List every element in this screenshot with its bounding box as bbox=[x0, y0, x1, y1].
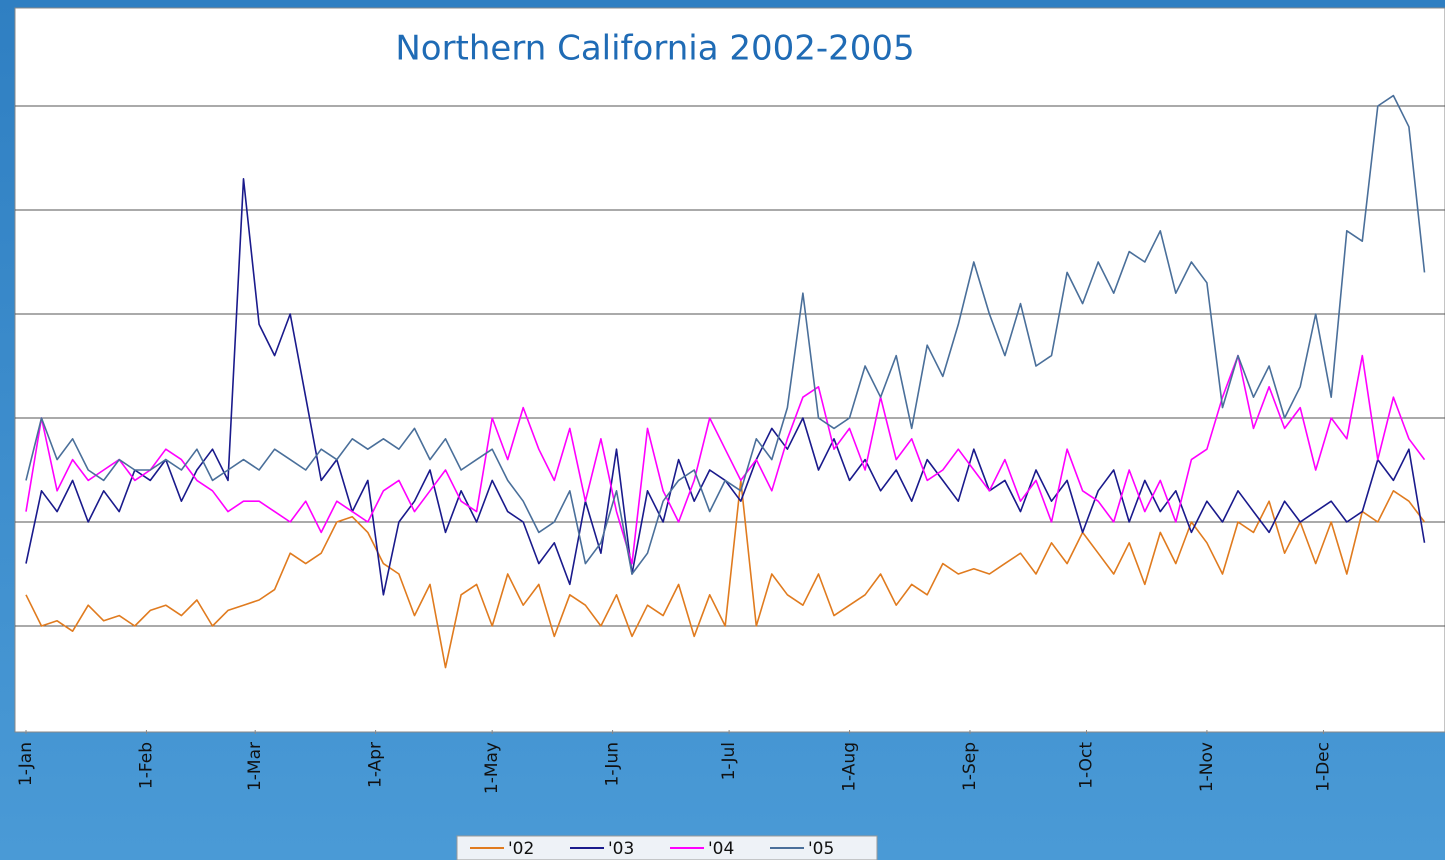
x-tick-label: 1-Dec bbox=[1313, 742, 1333, 792]
x-tick-label: 1-Apr bbox=[366, 742, 386, 788]
legend-label: '04 bbox=[708, 839, 734, 859]
legend-label: '05 bbox=[808, 839, 834, 859]
x-tick-label: 1-Jun bbox=[603, 742, 623, 786]
x-tick-label: 1-Mar bbox=[245, 742, 265, 791]
x-tick-label: 1-Sep bbox=[960, 742, 980, 791]
x-tick-label: 1-May bbox=[482, 742, 502, 794]
x-tick-label: 1-Jul bbox=[719, 742, 739, 780]
series-line bbox=[25, 94, 1426, 575]
plot-area bbox=[14, 7, 1445, 733]
x-tick-label: 1-Jan bbox=[16, 742, 36, 786]
x-tick-label: 1-Nov bbox=[1197, 742, 1217, 792]
legend-label: '02 bbox=[508, 839, 534, 859]
legend bbox=[456, 835, 878, 860]
x-tick-label: 1-Oct bbox=[1077, 742, 1097, 789]
legend-label: '03 bbox=[608, 839, 634, 859]
series-line bbox=[25, 354, 1426, 565]
x-tick-label: 1-Feb bbox=[136, 742, 156, 789]
chart-title: Northern California 2002-2005 bbox=[395, 29, 914, 69]
x-tick-label: 1-Aug bbox=[840, 742, 860, 792]
series-line bbox=[25, 479, 1426, 669]
